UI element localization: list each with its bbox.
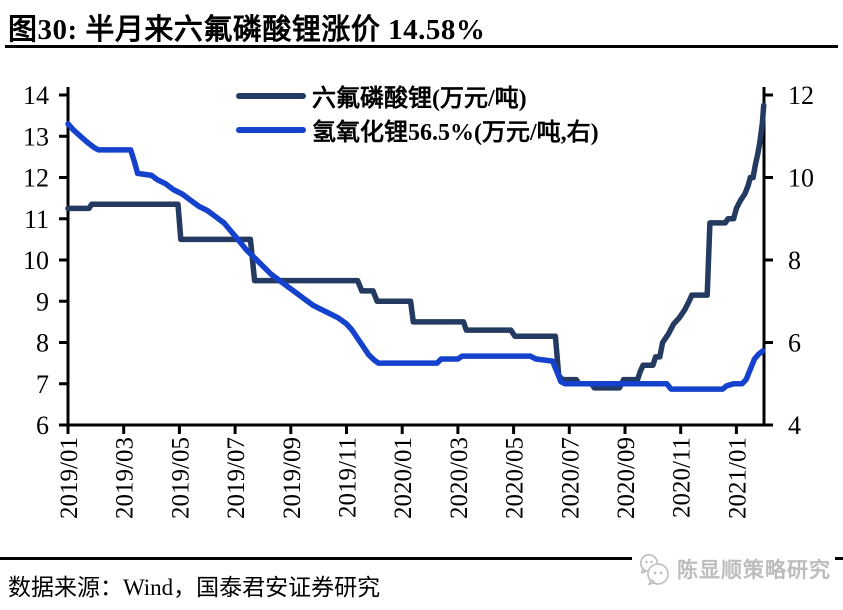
x-axis-tick-label: 2019/05 (167, 437, 194, 519)
x-axis-tick-label: 2019/01 (56, 437, 83, 519)
y-left-tick-label: 10 (23, 246, 49, 275)
title-rule (5, 45, 838, 48)
watermark: 陈显顺策略研究 (632, 548, 835, 590)
series-line-lioh (65, 121, 766, 392)
x-axis-tick-label: 2019/03 (112, 437, 139, 519)
y-right-tick-label: 8 (788, 246, 801, 275)
x-axis-tick-label: 2019/07 (223, 437, 250, 519)
price-line-chart: 14 13 12 11 10 9 8 7 6 12 10 8 6 4 2019/01 2019/03 2019/… (23, 81, 814, 519)
legend-item-lioh: 氢氧化锂56.5%(万元/吨,右) (236, 114, 599, 146)
x-axis-tick-label: 2021/01 (724, 437, 751, 519)
legend-label-lipf6: 六氟磷酸锂(万元/吨) (312, 86, 527, 112)
data-source-note: 数据来源：Wind，国泰君安证券研究 (8, 575, 381, 600)
y-right-tick-label: 4 (788, 411, 801, 440)
chart-title: 图30: 半月来六氟磷酸锂涨价 14.58% (8, 14, 486, 46)
watermark-text: 陈显顺策略研究 (677, 558, 831, 582)
y-left-tick-label: 12 (23, 164, 49, 193)
y-left-tick-label: 6 (36, 411, 49, 440)
chart-legend: 六氟磷酸锂(万元/吨) 氢氧化锂56.5%(万元/吨,右) (236, 80, 599, 146)
x-axis-tick-label: 2020/03 (446, 437, 473, 519)
legend-swatch-1 (236, 126, 306, 133)
x-axis-tick-label: 2020/09 (613, 437, 640, 519)
y-left-tick-label: 7 (36, 370, 49, 399)
x-axis-tick-label: 2020/07 (557, 437, 584, 519)
y-right-tick-label: 12 (788, 81, 814, 110)
x-axis-tick-label: 2020/11 (669, 437, 696, 518)
x-axis-tick-label: 2020/05 (502, 437, 529, 519)
legend-swatch-0 (236, 92, 306, 99)
footer-rule (0, 557, 843, 560)
legend-label-lioh: 氢氧化锂56.5%(万元/吨,右) (312, 120, 599, 146)
y-left-tick-label: 11 (24, 205, 49, 234)
y-left-tick-label: 9 (36, 287, 49, 316)
x-axis-tick-label: 2019/11 (335, 437, 362, 518)
series-line-lipf6 (65, 102, 767, 391)
y-right-tick-label: 10 (788, 164, 814, 193)
wechat-icon (640, 554, 669, 586)
x-axis-tick-label: 2019/09 (279, 437, 306, 519)
legend-item-lipf6: 六氟磷酸锂(万元/吨) (236, 80, 599, 112)
y-left-tick-label: 8 (36, 329, 49, 358)
x-axis-tick-label: 2020/01 (390, 437, 417, 519)
y-left-tick-label: 14 (23, 81, 49, 110)
y-left-tick-label: 13 (23, 122, 49, 151)
y-right-tick-label: 6 (788, 329, 801, 358)
